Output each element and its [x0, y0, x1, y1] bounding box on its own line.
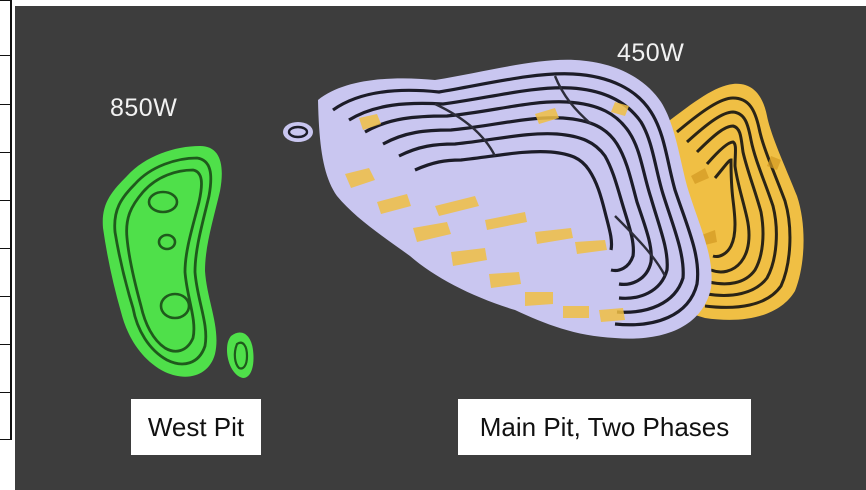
main-pit-phase-one [283, 59, 712, 339]
main-pit-caption: Main Pit, Two Phases [458, 399, 751, 455]
strip-tick [0, 104, 10, 105]
west-pit-caption: West Pit [131, 399, 261, 455]
west-pit-small-satellite [227, 332, 254, 378]
strip-tick [0, 152, 10, 153]
pit-contours-svg [102, 59, 804, 378]
strip-tick [0, 296, 10, 297]
strip-tick [0, 0, 10, 1]
strip-tick [0, 392, 10, 393]
strip-tick [0, 439, 10, 440]
pit-diagram-stage: 850W 450W West Pit Main Pit, Two Phases [15, 6, 866, 490]
strip-tick [0, 248, 10, 249]
strip-tick [0, 344, 10, 345]
strip-tick [0, 200, 10, 201]
left-edge-table-strip [0, 0, 12, 440]
west-pit [102, 146, 254, 378]
small-satellite-pit [283, 122, 313, 142]
strip-tick [0, 55, 10, 56]
west-pit-elevation-label: 850W [110, 94, 178, 122]
main-pit-elevation-label: 450W [617, 39, 685, 67]
